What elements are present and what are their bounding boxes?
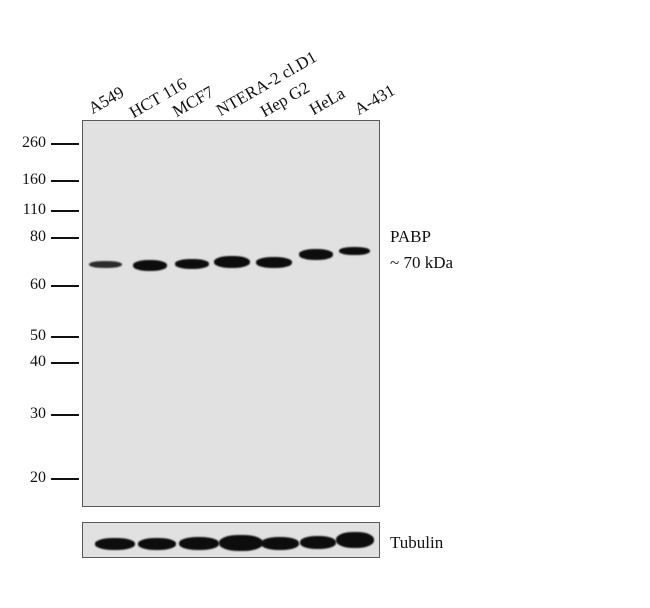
tubulin-blot-panel	[82, 522, 380, 558]
mw-tick-110	[51, 210, 79, 212]
pabp-band-a549	[89, 261, 122, 268]
mw-label-60: 60	[30, 276, 46, 293]
mw-label-40: 40	[30, 353, 46, 370]
pabp-band-hct116	[133, 260, 167, 271]
mw-tick-50	[51, 336, 79, 338]
mw-label-50: 50	[30, 327, 46, 344]
main-blot-panel	[82, 120, 380, 507]
tubulin-band-hct116	[138, 538, 176, 550]
tubulin-band-hela	[300, 536, 336, 549]
mw-label-80: 80	[30, 228, 46, 245]
mw-tick-30	[51, 414, 79, 416]
tubulin-band-mcf7	[179, 537, 219, 550]
tubulin-band-a431	[336, 532, 374, 548]
mw-tick-60	[51, 285, 79, 287]
pabp-band-a431	[339, 247, 370, 255]
mw-label-260: 260	[22, 134, 46, 151]
mw-label-30: 30	[30, 405, 46, 422]
mw-tick-260	[51, 143, 79, 145]
target-name: PABP	[390, 227, 431, 246]
tubulin-band-hepg2	[261, 537, 299, 550]
pabp-band-ntera2	[214, 256, 250, 268]
mw-tick-160	[51, 180, 79, 182]
mw-label-20: 20	[30, 469, 46, 486]
mw-tick-20	[51, 478, 79, 480]
tubulin-band-a549	[95, 538, 135, 550]
mw-tick-40	[51, 362, 79, 364]
loading-control-label: Tubulin	[390, 533, 444, 552]
target-size: ~ 70 kDa	[390, 253, 454, 272]
tubulin-band-ntera2	[219, 535, 263, 551]
lane-label-hela: HeLa	[306, 83, 349, 119]
pabp-band-hepg2	[256, 257, 292, 268]
mw-tick-80	[51, 237, 79, 239]
lane-label-a549: A549	[85, 82, 128, 118]
pabp-band-hela	[299, 249, 333, 260]
mw-label-110: 110	[22, 201, 46, 218]
mw-label-160: 160	[22, 171, 46, 188]
pabp-band-mcf7	[175, 259, 209, 269]
lane-label-a431: A-431	[351, 80, 399, 119]
